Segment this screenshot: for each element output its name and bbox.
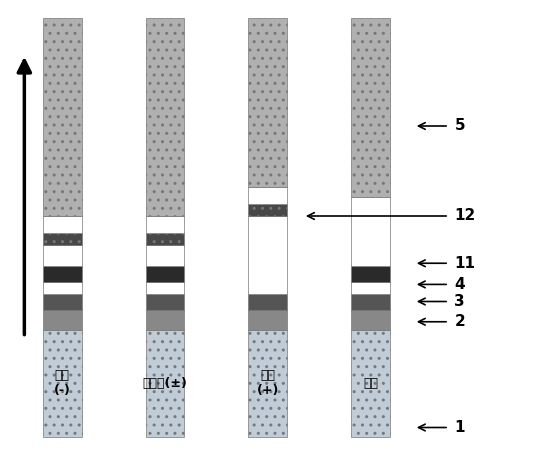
Bar (146, 233, 184, 245)
Bar (146, 245, 184, 266)
Bar (248, 216, 287, 294)
Bar (248, 18, 287, 187)
Bar (351, 294, 390, 310)
Bar (351, 197, 390, 266)
Bar (146, 294, 184, 310)
Bar (351, 330, 390, 436)
Bar (248, 187, 287, 204)
Text: 弱阳性(±): 弱阳性(±) (143, 377, 187, 390)
Bar (248, 310, 287, 330)
Bar (248, 330, 287, 436)
Bar (146, 266, 184, 282)
Bar (146, 216, 184, 233)
Bar (146, 330, 184, 436)
Text: 阳性
(+): 阳性 (+) (256, 369, 279, 397)
Text: 2: 2 (454, 314, 465, 329)
Bar (43, 310, 82, 330)
Text: 5: 5 (454, 118, 465, 134)
Text: 1: 1 (454, 420, 465, 435)
Bar (351, 310, 390, 330)
Bar (351, 18, 390, 197)
Text: 无效: 无效 (363, 377, 378, 390)
Bar (248, 294, 287, 310)
Bar (43, 282, 82, 294)
Text: 阴性
(-): 阴性 (-) (54, 369, 71, 397)
Bar (43, 330, 82, 436)
Text: 12: 12 (454, 208, 476, 224)
Bar (43, 245, 82, 266)
Text: 11: 11 (454, 256, 476, 271)
Bar (351, 282, 390, 294)
Bar (146, 310, 184, 330)
Bar (43, 233, 82, 245)
Bar (146, 18, 184, 216)
Bar (43, 216, 82, 233)
Bar (146, 282, 184, 294)
Bar (43, 294, 82, 310)
Bar (43, 266, 82, 282)
Bar (351, 266, 390, 282)
Bar (248, 204, 287, 216)
Text: 3: 3 (454, 294, 465, 309)
Bar (43, 18, 82, 216)
Text: 4: 4 (454, 277, 465, 292)
